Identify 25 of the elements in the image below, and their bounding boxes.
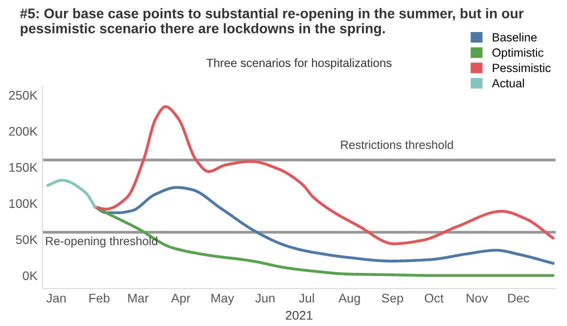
x-tick-label: Nov	[466, 294, 488, 303]
x-tick-label: Apr	[171, 294, 190, 306]
chart-subtitle: Three scenarios for hospitalizations	[206, 58, 392, 70]
x-axis-title: 2021	[286, 310, 312, 320]
y-tick-label: 150K	[9, 163, 38, 172]
y-tick-label: 0K	[22, 271, 38, 280]
x-tick-label: Dec	[508, 294, 530, 303]
x-tick-label: Jun	[255, 294, 274, 303]
ref-line-label: Re-opening threshold	[46, 236, 158, 248]
y-tick-label: 100K	[9, 199, 38, 208]
x-tick-label: Oct	[424, 294, 444, 303]
x-tick-label: Jul	[298, 293, 314, 303]
x-tick-label: Mar	[128, 294, 149, 303]
ref-line-label: Restrictions threshold	[341, 140, 453, 150]
x-tick-label: Feb	[89, 293, 110, 303]
legend-label: Pessimistic	[492, 63, 551, 72]
legend-label: Optimistic	[492, 48, 544, 60]
x-tick-label: Jan	[46, 294, 66, 303]
x-tick-label: Aug	[338, 294, 360, 306]
x-tick-label: May	[212, 294, 234, 306]
y-tick-label: 50K	[16, 235, 38, 244]
y-tick-label: 200K	[9, 126, 38, 136]
y-tick-label: 250K	[9, 90, 38, 100]
legend-label: Actual	[492, 78, 524, 88]
x-tick-label: Sep	[382, 294, 404, 306]
